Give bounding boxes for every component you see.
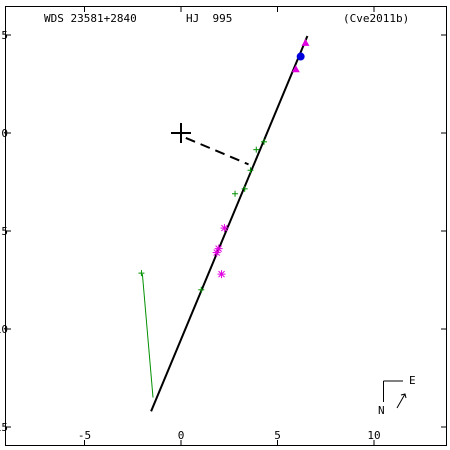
plus-point xyxy=(247,167,254,174)
asterisk-point-d2 xyxy=(213,249,221,256)
orbit-line xyxy=(150,35,309,412)
data-points xyxy=(138,38,310,293)
triangle-point xyxy=(301,38,310,46)
x-tick-label: 10 xyxy=(367,429,380,442)
compass-east-label: E xyxy=(409,374,416,387)
orbit-lines xyxy=(141,35,309,412)
asterisk-point-d2 xyxy=(218,270,225,278)
asterisk-point-d2 xyxy=(221,224,228,232)
x-tick-label: 5 xyxy=(274,429,281,442)
plus-point xyxy=(232,190,239,197)
plus-point xyxy=(241,185,248,192)
compass: N E xyxy=(378,374,416,417)
plus-point xyxy=(260,138,267,145)
y-tick-label: -10 xyxy=(0,323,8,336)
periastron-line xyxy=(185,136,249,166)
compass-north-label: N xyxy=(378,404,385,417)
residual-line xyxy=(141,274,154,398)
plus-point xyxy=(138,270,145,277)
discoverer-label: HJ 995 xyxy=(186,12,232,25)
triangle-point xyxy=(291,65,300,73)
x-tick-label: 0 xyxy=(178,429,185,442)
y-tick-label: 5 xyxy=(1,29,8,42)
plus-point xyxy=(198,286,205,293)
predicted-position-dot xyxy=(296,52,305,61)
plot-frame xyxy=(5,6,447,446)
asterisk-point xyxy=(217,270,226,279)
plus-point xyxy=(253,146,260,153)
x-tick-label: -5 xyxy=(78,429,91,442)
asterisk-point xyxy=(212,248,221,257)
motion-arrow-head xyxy=(400,393,407,399)
asterisk-point xyxy=(220,224,229,233)
wds-id-label: WDS 23581+2840 xyxy=(44,12,137,25)
y-tick-label: -5 xyxy=(0,225,8,238)
y-tick-label: -15 xyxy=(0,421,8,434)
y-tick-label: 0 xyxy=(1,127,8,140)
motion-arrow-shaft xyxy=(396,393,406,409)
reference-label: (Cve2011b) xyxy=(343,12,409,25)
axis-ticks: -5 0 5 10 5 0 -5 -10 -15 xyxy=(0,7,446,445)
